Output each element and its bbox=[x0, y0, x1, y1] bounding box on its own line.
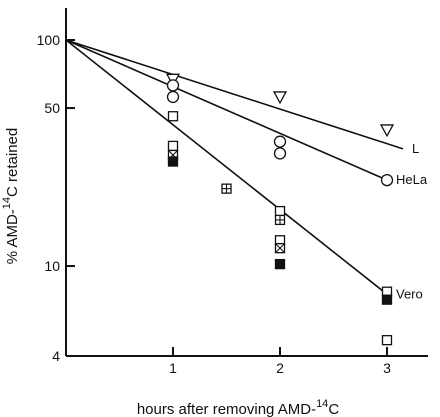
point-l bbox=[272, 91, 288, 105]
series-label-vero: Vero bbox=[396, 286, 423, 301]
series-labels: L HeLa Vero bbox=[396, 141, 428, 301]
y-tick-label: 50 bbox=[44, 100, 60, 116]
fit-line-hela bbox=[65, 39, 388, 181]
y-axis-label: % AMD-14C retained bbox=[1, 128, 21, 264]
fit-line-vero bbox=[65, 39, 388, 295]
fit-line-l bbox=[65, 39, 404, 150]
point-vero-crossed bbox=[274, 242, 286, 254]
point-vero-filled bbox=[167, 156, 179, 167]
point-hela bbox=[380, 173, 394, 187]
point-vero-open bbox=[274, 205, 286, 217]
fit-lines bbox=[65, 39, 404, 295]
point-vero-hash bbox=[221, 183, 232, 194]
point-vero-filled bbox=[381, 294, 393, 305]
x-axis-label: hours after removing AMD-14C bbox=[137, 398, 339, 417]
point-vero-filled bbox=[274, 258, 286, 270]
point-hela bbox=[166, 90, 180, 104]
point-vero-open bbox=[167, 140, 179, 152]
series-label-hela: HeLa bbox=[396, 172, 428, 187]
point-vero-hash bbox=[274, 214, 286, 226]
point-vero-open bbox=[167, 111, 179, 122]
y-tick-label: 4 bbox=[52, 348, 60, 364]
axis-ticks: 4 10 50 100 1 2 3 bbox=[37, 32, 391, 376]
point-l bbox=[379, 124, 395, 138]
y-tick-label: 10 bbox=[44, 258, 60, 274]
point-hela bbox=[273, 135, 287, 148]
point-vero-open bbox=[381, 335, 393, 346]
point-hela bbox=[273, 147, 287, 160]
x-tick-label: 2 bbox=[276, 360, 284, 376]
x-tick-label: 1 bbox=[169, 360, 177, 376]
series-label-l: L bbox=[412, 141, 419, 156]
y-tick-label: 100 bbox=[37, 32, 61, 48]
x-tick-label: 3 bbox=[383, 360, 391, 376]
point-hela bbox=[166, 79, 180, 92]
data-points bbox=[165, 73, 395, 346]
